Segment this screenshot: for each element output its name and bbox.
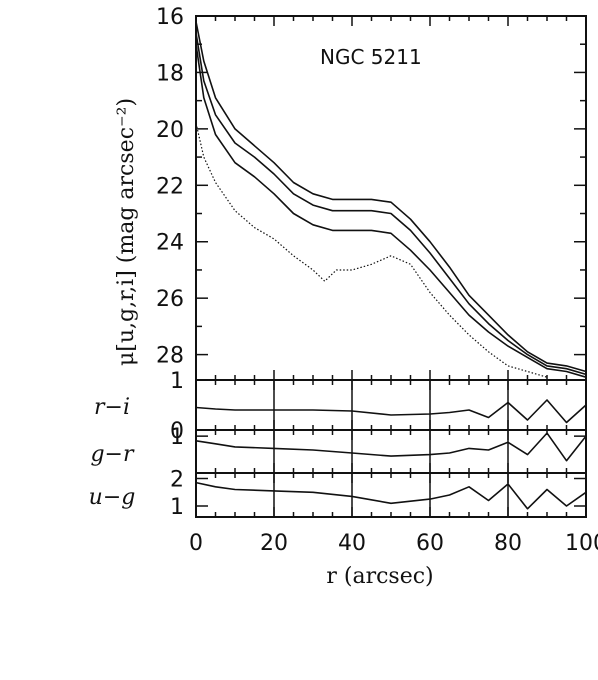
y-axis-title-main: μ[u,g,r,i] (mag arcsec⁻²)	[114, 98, 139, 366]
y-tick-label-0-16: 16	[156, 5, 184, 30]
y-tick-label-0-18: 18	[156, 61, 184, 86]
series-line-0-2	[195, 44, 587, 378]
y-tick-label-0-28: 28	[156, 344, 184, 369]
series-line-2-0	[195, 432, 587, 462]
y-tick-label-1-0: 0	[170, 419, 184, 444]
y-tick-label-3-1: 1	[170, 495, 184, 520]
panel-frame-1	[195, 379, 587, 431]
x-tick-label-100: 100	[565, 531, 598, 556]
series-line-0-1	[195, 32, 587, 376]
x-tick-label-20: 20	[260, 531, 288, 556]
x-tick-label-80: 80	[494, 531, 522, 556]
series-line-0-3	[195, 123, 548, 378]
panel-frame-3	[195, 472, 587, 518]
x-tick-label-60: 60	[416, 531, 444, 556]
y-tick-label-3-2: 2	[170, 468, 184, 493]
y-tick-label-0-22: 22	[156, 174, 184, 199]
panel-frame-2	[195, 429, 587, 474]
y-axis-title-u-g: u−g	[89, 485, 136, 510]
y-axis-title-r-i: r−i	[94, 395, 130, 420]
galaxy-annotation: NGC 5211	[320, 45, 422, 69]
y-tick-label-0-24: 24	[156, 231, 184, 256]
series-line-1-0	[195, 399, 587, 424]
y-tick-label-0-26: 26	[156, 287, 184, 312]
y-tick-label-1-1: 1	[170, 369, 184, 394]
y-tick-label-2-1: 1	[170, 425, 184, 450]
x-axis-title: r (arcsec)	[326, 564, 433, 589]
y-axis-title-g-r: g−r	[90, 442, 135, 467]
y-tick-label-0-20: 20	[156, 118, 184, 143]
series-line-3-0	[195, 481, 587, 510]
series-line-0-0	[195, 21, 587, 373]
x-tick-label-40: 40	[338, 531, 366, 556]
panel-frame-0	[195, 15, 587, 381]
x-tick-label-0: 0	[189, 531, 203, 556]
